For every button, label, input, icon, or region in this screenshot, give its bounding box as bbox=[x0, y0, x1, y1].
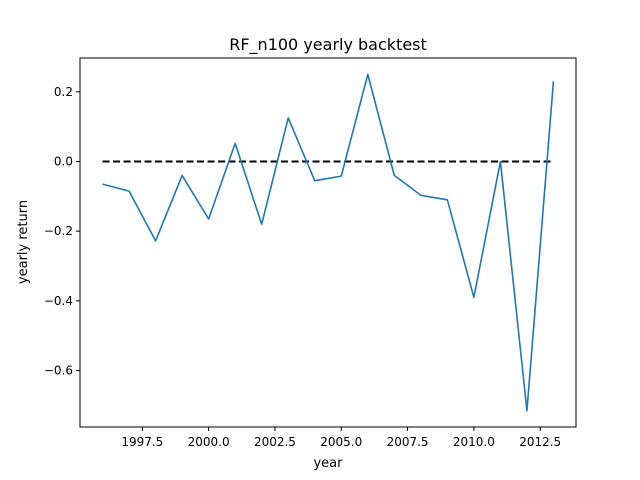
y-tick-label: 0.2 bbox=[54, 85, 73, 99]
chart-title: RF_n100 yearly backtest bbox=[229, 35, 427, 55]
x-tick-label: 2010.0 bbox=[453, 435, 495, 449]
y-tick-label: −0.4 bbox=[44, 294, 73, 308]
plot-area bbox=[102, 73, 555, 412]
axes-frame bbox=[79, 57, 577, 428]
axis-ticks: 1997.5 2000.0 2002.5 2005.0 2007.5 2010.0 2012… bbox=[44, 85, 561, 449]
x-tick-label: 2012.5 bbox=[519, 435, 561, 449]
yearly-return-line bbox=[102, 73, 555, 412]
x-axis-label: year bbox=[313, 456, 343, 471]
y-tick-label: −0.6 bbox=[44, 364, 73, 378]
y-tick-label: 0.0 bbox=[54, 154, 73, 168]
x-tick-label: 2002.5 bbox=[254, 435, 296, 449]
x-tick-label: 1997.5 bbox=[121, 435, 163, 449]
x-tick-label: 2005.0 bbox=[320, 435, 362, 449]
x-tick-label: 2000.0 bbox=[188, 435, 230, 449]
y-tick-label: −0.2 bbox=[44, 224, 73, 238]
x-tick-label: 2007.5 bbox=[387, 435, 429, 449]
y-axis-label: yearly return bbox=[16, 200, 31, 284]
